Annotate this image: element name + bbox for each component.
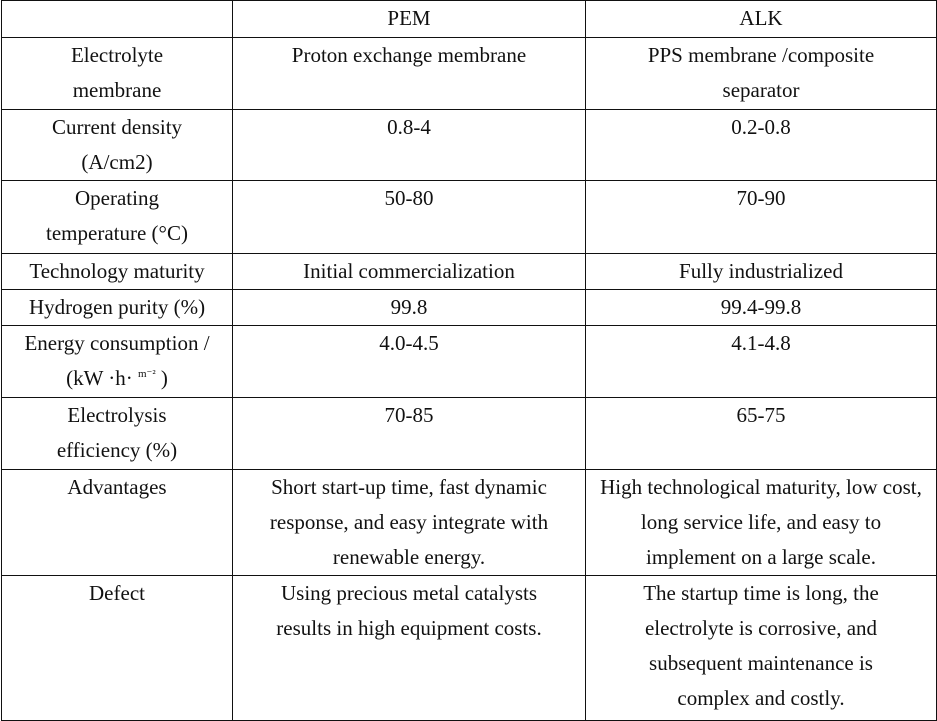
row-label: Defect (1, 575, 233, 721)
table-row: Technology maturity Initial commercializ… (1, 253, 937, 290)
row-label: Energy consumption / (kW ·h· m⁻² ) (1, 325, 233, 398)
table-row: Electrolyte membrane Proton exchange mem… (1, 37, 937, 110)
table-row: Hydrogen purity (%) 99.8 99.4-99.8 (1, 289, 937, 326)
pem-cell: 70-85 (232, 397, 586, 470)
row-label: Electrolyte membrane (1, 37, 233, 110)
header-cell (1, 0, 233, 38)
row-label: Operating temperature (°C) (1, 180, 233, 254)
table-row: Electrolysis efficiency (%) 70-85 65-75 (1, 397, 937, 470)
table-row: Advantages Short start-up time, fast dyn… (1, 469, 937, 576)
pem-cell: 4.0-4.5 (232, 325, 586, 398)
row-label-end: ) (160, 366, 168, 390)
table-row: Current density (A/cm2) 0.8-4 0.2-0.8 (1, 109, 937, 181)
header-cell: ALK (585, 0, 937, 38)
row-label: Electrolysis efficiency (%) (1, 397, 233, 470)
table-row: Defect Using precious metal catalysts re… (1, 575, 937, 721)
row-label: Hydrogen purity (%) (1, 289, 233, 326)
alk-cell: PPS membrane /composite separator (585, 37, 937, 110)
table-row: Operating temperature (°C) 50-80 70-90 (1, 180, 937, 254)
alk-cell: 0.2-0.8 (585, 109, 937, 181)
pem-cell: Using precious metal catalysts results i… (232, 575, 586, 721)
alk-cell: 4.1-4.8 (585, 325, 937, 398)
row-label: Current density (A/cm2) (1, 109, 233, 181)
alk-cell: 65-75 (585, 397, 937, 470)
alk-cell: High technological maturity, low cost, l… (585, 469, 937, 576)
pem-cell: 50-80 (232, 180, 586, 254)
header-row: PEM ALK (1, 0, 937, 38)
header-cell: PEM (232, 0, 586, 38)
alk-cell: 99.4-99.8 (585, 289, 937, 326)
pem-cell: 0.8-4 (232, 109, 586, 181)
pem-cell: Short start-up time, fast dynamic respon… (232, 469, 586, 576)
pem-cell: Proton exchange membrane (232, 37, 586, 110)
pem-cell: Initial commercialization (232, 253, 586, 290)
row-label: Technology maturity (1, 253, 233, 290)
row-label-text: Energy consumption / (kW ·h· (24, 331, 210, 390)
alk-cell: 70-90 (585, 180, 937, 254)
row-label: Advantages (1, 469, 233, 576)
pem-cell: 99.8 (232, 289, 586, 326)
alk-cell: Fully industrialized (585, 253, 937, 290)
alk-cell: The startup time is long, the electrolyt… (585, 575, 937, 721)
row-label-unit: m⁻² (138, 368, 156, 380)
table-row: Energy consumption / (kW ·h· m⁻² ) 4.0-4… (1, 325, 937, 398)
